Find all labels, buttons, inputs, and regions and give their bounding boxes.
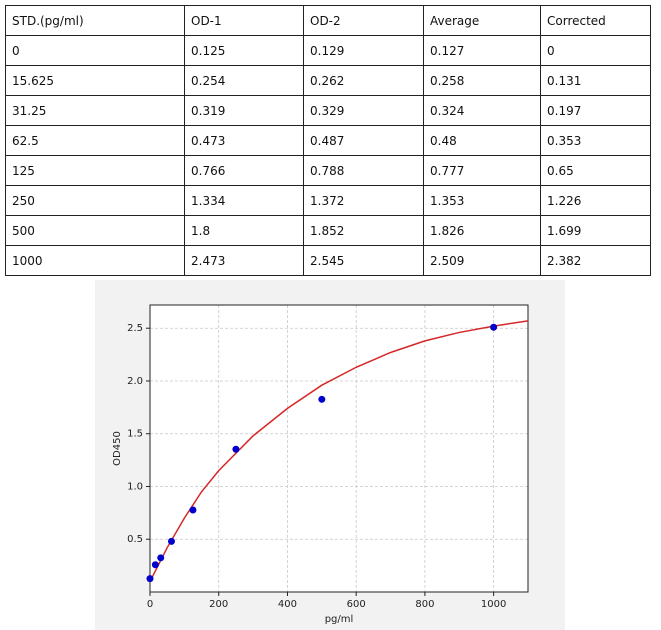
table-cell: 2.473 — [184, 245, 304, 276]
y-tick-label: 1.0 — [127, 481, 143, 492]
table-row: 500 1.8 1.852 1.826 1.699 — [5, 215, 651, 246]
table-cell: 125 — [5, 155, 185, 186]
y-tick-label: 0.5 — [127, 534, 143, 545]
table-cell: 0.254 — [184, 65, 304, 96]
table-cell: 0.197 — [540, 95, 651, 126]
table-cell: 0 — [540, 35, 651, 66]
table-cell: 0.319 — [184, 95, 304, 126]
table-cell: 0.48 — [423, 125, 541, 156]
table-row: 125 0.766 0.788 0.777 0.65 — [5, 155, 651, 186]
table-cell: 500 — [5, 215, 185, 246]
table-cell: 15.625 — [5, 65, 185, 96]
table-cell: 0.131 — [540, 65, 651, 96]
fit-curve — [149, 320, 529, 582]
table-row: 250 1.334 1.372 1.353 1.226 — [5, 185, 651, 216]
table-cell: 0.262 — [303, 65, 424, 96]
table-cell: 2.509 — [423, 245, 541, 276]
table-cell: 0.766 — [184, 155, 304, 186]
table-cell: 0.258 — [423, 65, 541, 96]
table-cell: Corrected — [540, 5, 651, 36]
plot-frame — [149, 304, 529, 593]
table-cell: 1.826 — [423, 215, 541, 246]
table-cell: 1.353 — [423, 185, 541, 216]
table-cell: Average — [423, 5, 541, 36]
table-cell: 0.125 — [184, 35, 304, 66]
table-row: 0 0.125 0.129 0.127 0 — [5, 35, 651, 66]
table-cell: STD.(pg/ml) — [5, 5, 185, 36]
x-tick-label: 600 — [347, 599, 366, 610]
table-row: 31.25 0.319 0.329 0.324 0.197 — [5, 95, 651, 126]
data-point — [189, 506, 197, 514]
table-cell: 250 — [5, 185, 185, 216]
table-cell: 1.8 — [184, 215, 304, 246]
table-cell: 0.129 — [303, 35, 424, 66]
table-cell: 0.487 — [303, 125, 424, 156]
table-cell: 1.372 — [303, 185, 424, 216]
table-row: 1000 2.473 2.545 2.509 2.382 — [5, 245, 651, 276]
table-row: 15.625 0.254 0.262 0.258 0.131 — [5, 65, 651, 96]
x-tick-label: 200 — [209, 599, 228, 610]
header-row: STD.(pg/ml) OD-1 OD-2 Average Corrected — [5, 5, 651, 36]
table-cell: 31.25 — [5, 95, 185, 126]
table-cell: 0.353 — [540, 125, 651, 156]
table-row: 62.5 0.473 0.487 0.48 0.353 — [5, 125, 651, 156]
x-axis-label: pg/ml — [325, 614, 354, 625]
table-cell: 62.5 — [5, 125, 185, 156]
table-cell: 0.473 — [184, 125, 304, 156]
x-tick-label: 0 — [147, 599, 153, 610]
table-cell: 1.226 — [540, 185, 651, 216]
table-cell: 0.127 — [423, 35, 541, 66]
data-point — [318, 395, 326, 403]
y-tick-label: 2.0 — [127, 376, 143, 387]
table-cell: 0.777 — [423, 155, 541, 186]
y-tick-label: 1.5 — [127, 429, 143, 440]
plot-area — [150, 305, 528, 592]
table-cell: 2.382 — [540, 245, 651, 276]
data-point — [151, 561, 159, 569]
y-axis-label: OD450 — [112, 431, 123, 466]
table-cell: 0.324 — [423, 95, 541, 126]
x-tick-label: 800 — [415, 599, 434, 610]
table-cell: 1.334 — [184, 185, 304, 216]
data-point — [490, 323, 498, 331]
x-tick-label: 400 — [278, 599, 297, 610]
table-cell: 1000 — [5, 245, 185, 276]
data-point — [157, 554, 165, 562]
x-tick-label: 1000 — [481, 599, 506, 610]
table-cell: 0.788 — [303, 155, 424, 186]
table-cell: 0.329 — [303, 95, 424, 126]
chart: 0 200 400 600 800 1000 0.5 1.0 1.5 2.0 2.5 pg/ml OD4… — [95, 280, 565, 630]
table-cell: 2.545 — [303, 245, 424, 276]
data-table: STD.(pg/ml) OD-1 OD-2 Average Corrected 0 0.12… — [5, 5, 651, 276]
table-cell: 0 — [5, 35, 185, 66]
table-cell: OD-1 — [184, 5, 304, 36]
data-point — [167, 537, 175, 545]
data-point — [146, 575, 154, 583]
table-cell: 1.852 — [303, 215, 424, 246]
data-point — [232, 445, 240, 453]
table-cell: 1.699 — [540, 215, 651, 246]
table-cell: OD-2 — [303, 5, 424, 36]
table-cell: 0.65 — [540, 155, 651, 186]
y-tick-label: 2.5 — [127, 323, 143, 334]
